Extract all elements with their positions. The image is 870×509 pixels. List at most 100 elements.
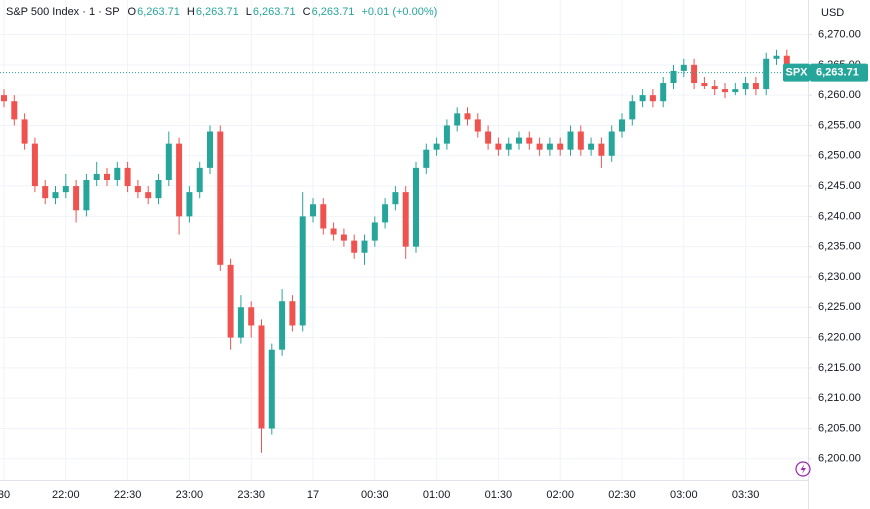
candle-body (31, 143, 38, 187)
y-tick-label: 6,245.00 (818, 180, 861, 192)
candle-body (577, 131, 584, 150)
candle-body (742, 83, 749, 90)
candle-body (186, 192, 193, 217)
y-tick-label: 6,230.00 (818, 271, 861, 283)
candle-body (310, 204, 316, 217)
x-tick-label: 02:00 (546, 489, 574, 501)
candle-body (464, 113, 471, 120)
candle-body (670, 70, 677, 84)
x-tick-label: 03:00 (670, 489, 698, 501)
symbol-badge (783, 63, 810, 82)
candle-body (773, 55, 780, 59)
y-tick-label: 6,255.00 (818, 119, 861, 131)
candle-body (11, 101, 18, 120)
candle-body (165, 143, 172, 180)
x-tick-label: 23:30 (237, 489, 265, 501)
x-tick-label: 17 (307, 489, 319, 501)
candle-body (629, 101, 636, 120)
y-tick-label: 6,225.00 (818, 301, 861, 313)
y-tick-label: 6,210.00 (818, 392, 861, 404)
y-tick-label: 6,235.00 (818, 241, 861, 253)
candle-body (763, 58, 770, 90)
candle-body (42, 186, 49, 199)
candle-body (351, 240, 358, 253)
x-tick-label: 03:30 (732, 489, 760, 501)
candle-body (402, 192, 409, 247)
ohlc-value: 6,263.71 (196, 6, 239, 18)
x-tick-label: 01:30 (485, 489, 513, 501)
candle-body (526, 137, 533, 144)
ohlc-label: L (246, 6, 252, 18)
ohlc-label: O (128, 6, 137, 18)
candle-body (248, 307, 255, 326)
candle-body (732, 89, 739, 93)
x-tick-label: 00:30 (361, 489, 389, 501)
candle-body (413, 167, 419, 247)
candle-body (104, 173, 110, 180)
candle-body (52, 192, 59, 199)
ohlc-value: 6,263.71 (137, 6, 180, 18)
candle-body (423, 149, 430, 168)
candle-body (83, 180, 90, 211)
candle-body (443, 125, 450, 144)
candle-body (340, 234, 347, 241)
candle-body (207, 131, 213, 168)
candle-body (227, 264, 234, 338)
candle-body (660, 83, 667, 102)
candle-body (711, 86, 718, 90)
ohlc-value: 6,263.71 (312, 6, 355, 18)
change-value: +0.01 (+0.00%) (361, 6, 437, 18)
candle-body (62, 186, 69, 193)
candle-body (567, 131, 574, 150)
candle-body (619, 119, 625, 132)
candle-body (320, 204, 327, 229)
currency-label: USD (821, 7, 844, 19)
replay-icon[interactable] (795, 461, 811, 477)
y-tick-label: 6,215.00 (818, 362, 861, 374)
x-tick-label: 22:00 (52, 489, 80, 501)
candle-body (433, 143, 440, 150)
candle-body (516, 137, 522, 144)
symbol-title: S&P 500 Index · 1 · SP (6, 6, 120, 18)
candle-body (217, 131, 224, 265)
candle-body (93, 173, 100, 180)
candle-body (485, 131, 492, 144)
candle-body (536, 143, 543, 150)
candle-body (752, 83, 759, 90)
last-price-label: 6,263.71 (816, 67, 859, 79)
candle-body (196, 167, 203, 193)
candle-body (505, 143, 512, 150)
candle-body (258, 325, 265, 429)
y-tick-label: 6,220.00 (818, 331, 861, 343)
candle-body (73, 186, 80, 211)
candle-body (361, 240, 368, 253)
candle-body (21, 119, 28, 144)
y-tick-label: 6,240.00 (818, 210, 861, 222)
candle-body (155, 180, 162, 199)
replay-icon-bolt (800, 464, 806, 474)
candle-body (330, 228, 337, 235)
candle-body (588, 143, 595, 150)
candle-body (680, 64, 687, 71)
last-price-badge (810, 63, 868, 82)
x-tick-label: 02:30 (608, 489, 636, 501)
candle-body (701, 83, 708, 87)
symbol-label: SPX (785, 67, 808, 79)
candle-body (691, 64, 698, 84)
candle-body (546, 143, 553, 150)
candle-body (454, 113, 461, 126)
legend: S&P 500 Index · 1 · SP O 6,263.71 H 6,263.7… (6, 6, 437, 18)
candle-body (598, 143, 605, 156)
candle-body (392, 192, 399, 205)
candle-body (1, 95, 7, 102)
candle-body (145, 192, 152, 199)
x-tick-label: 22:30 (114, 489, 142, 501)
candle-body (299, 216, 306, 326)
candle-body (722, 89, 728, 93)
candle-body (649, 95, 656, 102)
ohlc-label: H (187, 6, 195, 18)
candle-body (279, 301, 286, 350)
